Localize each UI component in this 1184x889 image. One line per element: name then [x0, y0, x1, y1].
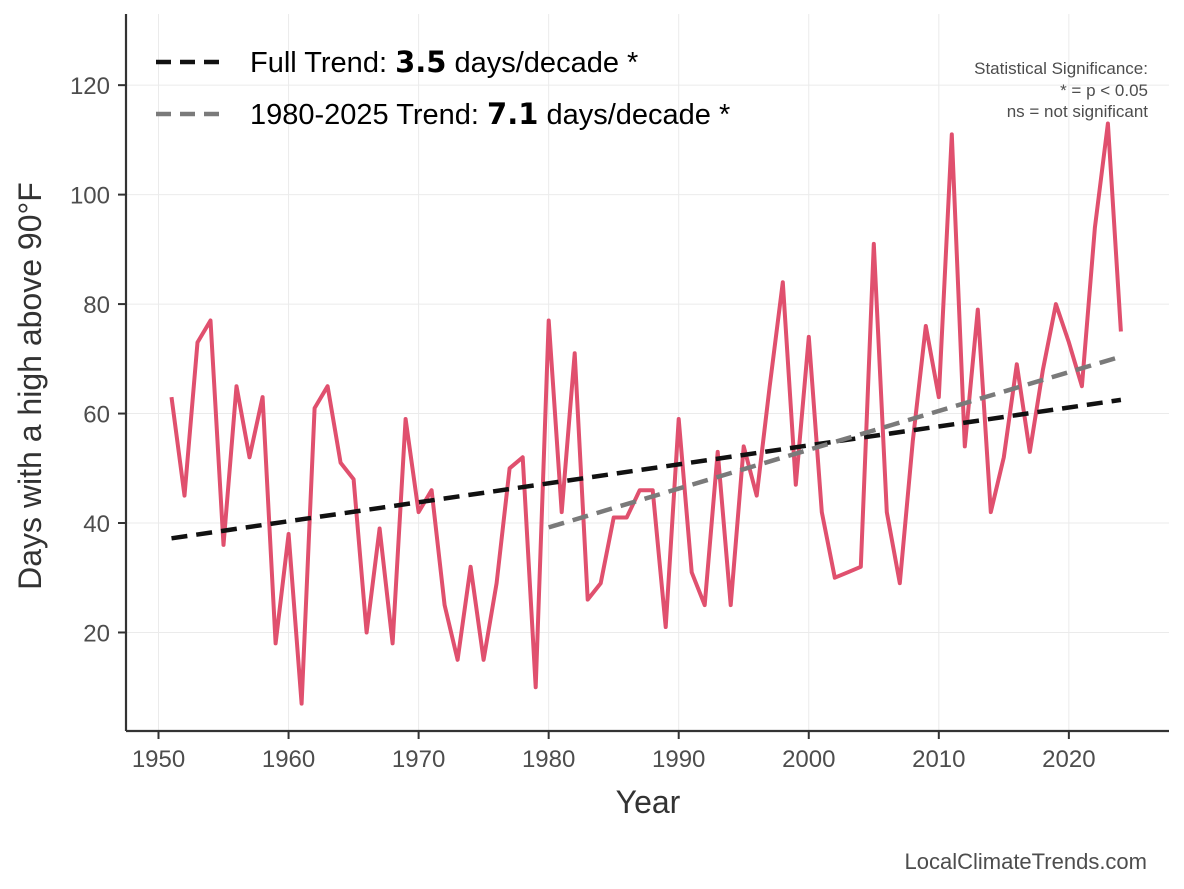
trend-1980-2025-line: [548, 354, 1122, 530]
y-tick-label: 80: [83, 292, 110, 319]
x-tick-label: 1990: [652, 746, 705, 773]
y-tick-label: 40: [83, 511, 110, 538]
credit-text: LocalClimateTrends.com: [905, 849, 1148, 874]
significance-p-value: * = p < 0.05: [1060, 81, 1148, 100]
legend-label-full-trend: Full Trend: 3.5 days/decade *: [250, 45, 638, 79]
legend: Full Trend: 3.5 days/decade * 1980-2025 …: [156, 45, 730, 131]
legend-label-1980-trend: 1980-2025 Trend: 7.1 days/decade *: [250, 97, 730, 131]
y-axis-title: Days with a high above 90°F: [12, 182, 48, 590]
y-tick-label: 120: [70, 73, 110, 100]
full-trend-line: [171, 397, 1122, 541]
significance-note: Statistical Significance: * = p < 0.05 n…: [974, 59, 1148, 121]
series-layer: [169, 121, 1123, 706]
legend-1980-trend-suffix: days/decade *: [538, 99, 730, 131]
legend-1980-trend-prefix: 1980-2025 Trend:: [250, 99, 487, 131]
legend-full-trend-prefix: Full Trend:: [250, 47, 395, 79]
y-axis-ticks: 20 40 60 80 100 120: [70, 73, 126, 647]
significance-title: Statistical Significance:: [974, 59, 1148, 78]
x-tick-label: 2000: [782, 746, 835, 773]
grid-lines: [126, 14, 1169, 731]
legend-full-trend-value: 3.5: [395, 45, 446, 79]
x-tick-label: 2020: [1042, 746, 1095, 773]
y-tick-label: 60: [83, 402, 110, 429]
x-tick-label: 1950: [132, 746, 185, 773]
legend-full-trend-suffix: days/decade *: [446, 47, 638, 79]
annual-days-line: [169, 121, 1123, 706]
x-tick-label: 1980: [522, 746, 575, 773]
x-axis-ticks: 1950 1960 1970 1980 1990 2000 2010 2020: [132, 731, 1096, 773]
legend-1980-trend-value: 7.1: [487, 97, 538, 131]
x-tick-label: 1960: [262, 746, 315, 773]
x-axis-title: Year: [616, 784, 681, 820]
x-tick-label: 2010: [912, 746, 965, 773]
y-tick-label: 100: [70, 183, 110, 210]
y-tick-label: 20: [83, 620, 110, 647]
x-tick-label: 1970: [392, 746, 445, 773]
significance-ns: ns = not significant: [1007, 102, 1149, 121]
